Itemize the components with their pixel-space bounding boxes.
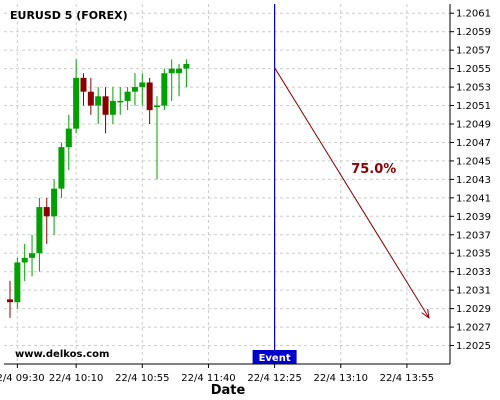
candle-body (139, 82, 146, 88)
candle-body (29, 253, 36, 258)
candle-body (154, 105, 160, 108)
x-tick-label: 22/4 09:30 (0, 373, 45, 384)
candle-body (58, 147, 65, 189)
y-tick-label: 1.2037 (456, 230, 491, 241)
y-tick-label: 1.2061 (456, 9, 491, 20)
candle-body (161, 73, 168, 106)
y-tick-label: 1.2039 (456, 212, 491, 223)
y-tick-label: 1.2029 (456, 304, 491, 315)
x-tick-label: 22/4 11:40 (181, 373, 235, 384)
grid-layer (4, 4, 450, 364)
projection-arrow-line (274, 67, 430, 319)
x-tick-label: 22/4 13:55 (380, 373, 434, 384)
x-tick-label: 22/4 10:55 (115, 373, 169, 384)
candle-body (51, 188, 58, 217)
chart-title: EURUSD 5 (FOREX) (10, 9, 128, 22)
y-tick-label: 1.2051 (456, 101, 491, 112)
y-tick-label: 1.2055 (456, 64, 491, 75)
candle-body (21, 257, 28, 263)
candle-body (146, 82, 153, 111)
candle-body (102, 96, 109, 115)
y-tick-label: 1.2027 (456, 323, 491, 334)
y-tick-label: 1.2045 (456, 156, 491, 167)
x-tick-label: 22/4 12:25 (247, 373, 301, 384)
y-tick-label: 1.2035 (456, 249, 491, 260)
projection-arrowhead (421, 308, 430, 319)
candle-body (176, 68, 183, 74)
candles-layer (7, 59, 190, 318)
candle-body (168, 68, 175, 74)
candle-body (80, 77, 87, 92)
candle-body (7, 299, 13, 303)
candle-body (36, 207, 43, 254)
event-label-box (252, 350, 297, 364)
y-tick-label: 1.2031 (456, 286, 491, 297)
candle-body (183, 64, 190, 69)
y-tick-label: 1.2057 (456, 46, 491, 57)
y-tick-label: 1.2041 (456, 193, 491, 204)
watermark-text: www.delkos.com (15, 349, 109, 360)
y-tick-label: 1.2059 (456, 27, 491, 38)
x-tick-label: 22/4 10:10 (49, 373, 103, 384)
axes-layer: 1.2025 1.2027 1.2029 1.2031 1.2033 1.2035 1.20… (0, 4, 491, 384)
x-tick-label: 22/4 13:10 (314, 373, 368, 384)
candle-body (43, 207, 50, 217)
candle-body (14, 262, 21, 303)
candle-body (117, 100, 124, 103)
candle-body (65, 128, 72, 148)
candle-body (87, 91, 94, 106)
projection-percent-label: 75.0% (351, 162, 396, 177)
y-tick-label: 1.2053 (456, 83, 491, 94)
y-tick-label: 1.2043 (456, 175, 491, 186)
event-label: Event (259, 353, 291, 364)
x-axis-label: Date (211, 383, 246, 398)
y-tick-label: 1.2049 (456, 120, 491, 131)
candle-body (109, 100, 116, 115)
y-tick-label: 1.2025 (456, 341, 491, 352)
candle-body (95, 96, 102, 106)
y-tick-label: 1.2033 (456, 267, 491, 278)
overlay-layer: Event 75.0% (252, 4, 430, 364)
candle-body (131, 87, 138, 92)
y-tick-label: 1.2047 (456, 138, 491, 149)
candle-body (124, 91, 131, 101)
candle-body (73, 77, 80, 129)
